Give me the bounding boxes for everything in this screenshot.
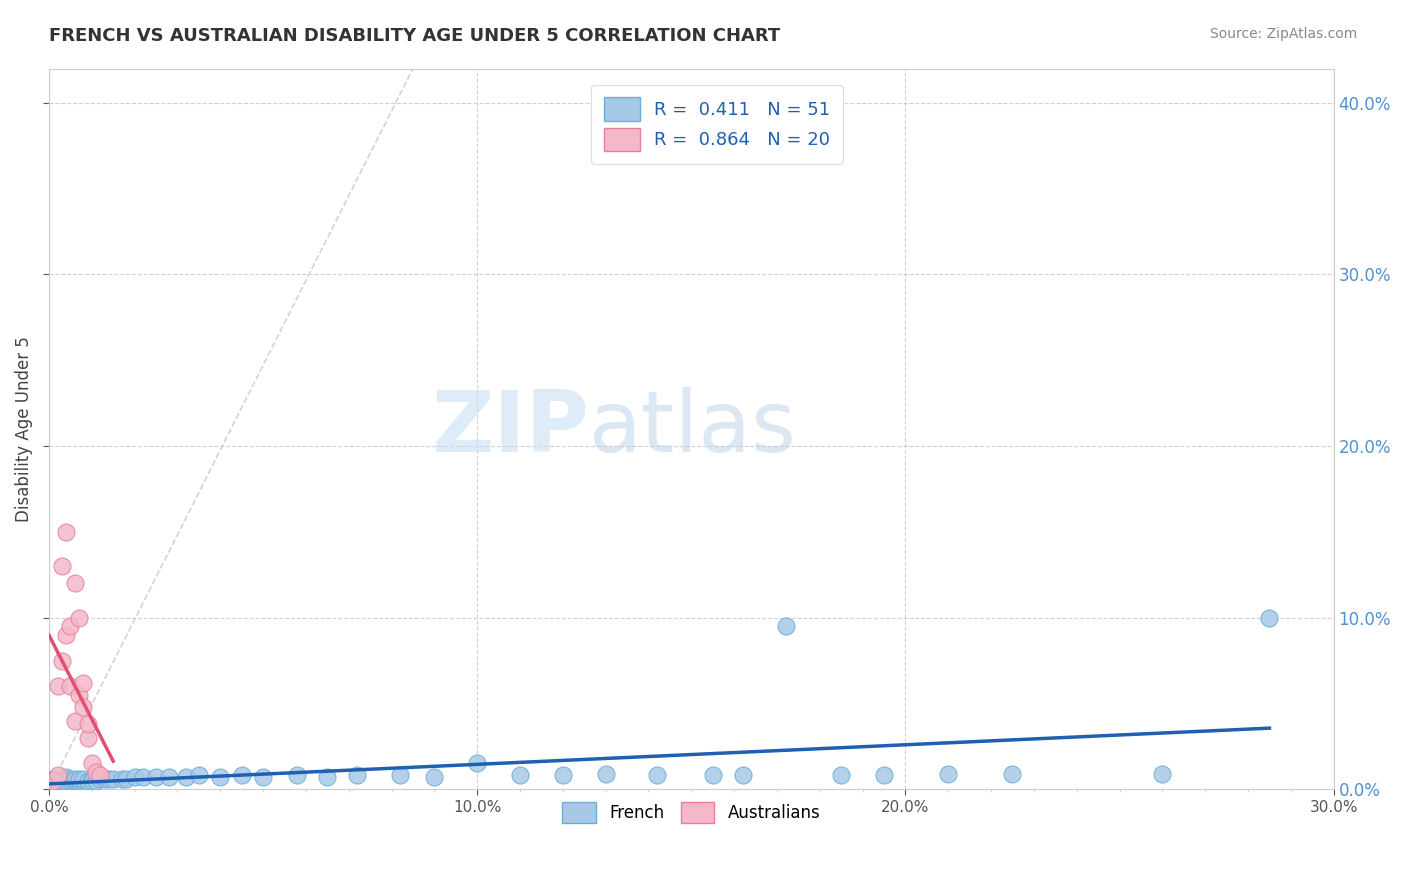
- Point: [285, 768, 308, 782]
- Point: [63, 773, 86, 788]
- Point: [187, 768, 209, 782]
- Point: [63, 772, 86, 786]
- Point: [55, 770, 77, 784]
- Point: [252, 770, 274, 784]
- Point: [124, 770, 146, 784]
- Point: [93, 772, 115, 786]
- Point: [63, 714, 86, 728]
- Point: [80, 772, 103, 786]
- Point: [46, 679, 69, 693]
- Point: [55, 773, 77, 788]
- Point: [209, 770, 232, 784]
- Point: [55, 628, 77, 642]
- Point: [111, 772, 134, 786]
- Point: [145, 770, 167, 784]
- Point: [80, 773, 103, 788]
- Point: [873, 768, 896, 782]
- Point: [42, 773, 65, 788]
- Point: [1258, 610, 1281, 624]
- Text: Source: ZipAtlas.com: Source: ZipAtlas.com: [1209, 27, 1357, 41]
- Text: ZIP: ZIP: [430, 387, 589, 470]
- Point: [76, 731, 98, 745]
- Point: [59, 679, 82, 693]
- Point: [46, 768, 69, 782]
- Y-axis label: Disability Age Under 5: Disability Age Under 5: [15, 336, 32, 522]
- Point: [76, 717, 98, 731]
- Point: [132, 770, 155, 784]
- Point: [231, 768, 253, 782]
- Text: FRENCH VS AUSTRALIAN DISABILITY AGE UNDER 5 CORRELATION CHART: FRENCH VS AUSTRALIAN DISABILITY AGE UNDE…: [49, 27, 780, 45]
- Point: [157, 770, 180, 784]
- Point: [72, 699, 94, 714]
- Point: [59, 773, 82, 788]
- Point: [89, 772, 111, 786]
- Point: [775, 619, 797, 633]
- Legend: French, Australians: French, Australians: [551, 790, 832, 835]
- Point: [702, 768, 724, 782]
- Point: [1001, 766, 1024, 780]
- Point: [389, 768, 412, 782]
- Point: [51, 772, 73, 786]
- Point: [59, 772, 82, 786]
- Point: [42, 772, 65, 786]
- Point: [72, 676, 94, 690]
- Point: [595, 766, 617, 780]
- Point: [645, 768, 668, 782]
- Text: atlas: atlas: [589, 387, 797, 470]
- Point: [731, 768, 754, 782]
- Point: [51, 653, 73, 667]
- Point: [67, 772, 90, 786]
- Point: [115, 772, 138, 786]
- Point: [465, 756, 488, 771]
- Point: [316, 770, 339, 784]
- Point: [67, 610, 90, 624]
- Point: [89, 768, 111, 782]
- Point: [346, 768, 368, 782]
- Point: [1152, 766, 1174, 780]
- Point: [67, 773, 90, 788]
- Point: [59, 619, 82, 633]
- Point: [84, 765, 107, 780]
- Point: [46, 773, 69, 788]
- Point: [97, 772, 120, 786]
- Point: [936, 766, 959, 780]
- Point: [67, 688, 90, 702]
- Point: [76, 773, 98, 788]
- Point: [103, 772, 125, 786]
- Point: [55, 524, 77, 539]
- Point: [84, 773, 107, 788]
- Point: [423, 770, 446, 784]
- Point: [174, 770, 197, 784]
- Point: [509, 768, 531, 782]
- Point: [51, 559, 73, 574]
- Point: [80, 756, 103, 771]
- Point: [551, 768, 574, 782]
- Point: [830, 768, 852, 782]
- Point: [72, 772, 94, 786]
- Point: [63, 576, 86, 591]
- Point: [51, 773, 73, 788]
